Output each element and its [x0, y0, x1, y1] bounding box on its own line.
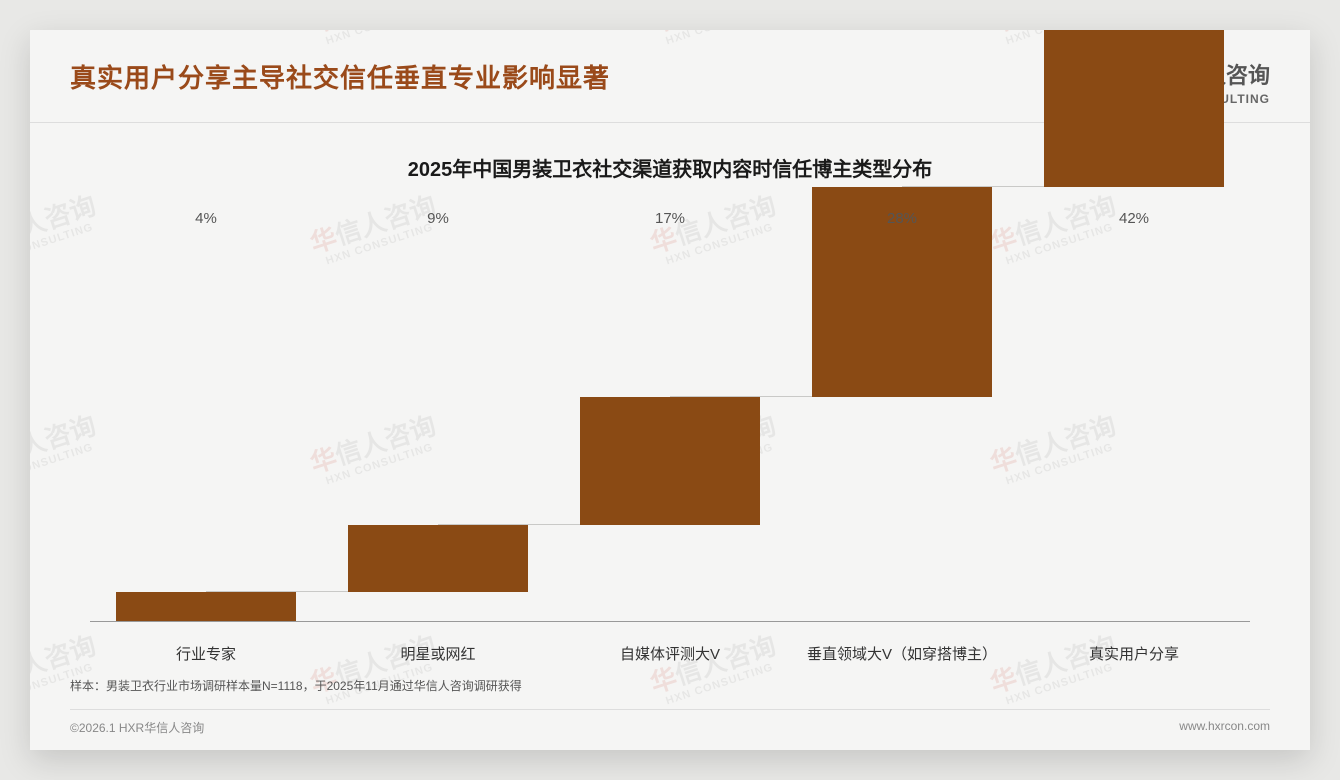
- chart-baseline: [90, 621, 1250, 622]
- copyright-text: ©2026.1 HXR华信人咨询: [70, 719, 204, 736]
- bar-column-1: 9% 明星或网红: [322, 222, 554, 622]
- website-link[interactable]: www.hxrcon.com: [1179, 719, 1270, 736]
- category-label-3: 垂直领域大V（如穿搭博主）: [807, 643, 997, 664]
- category-label-1: 明星或网红: [400, 643, 475, 664]
- page-title: 真实用户分享主导社交信任垂直专业影响显著: [70, 58, 610, 95]
- bar-wrap-0: 4% 行业专家: [116, 262, 296, 622]
- waterfall-chart: 4%行业专家 9%明星或网红 17%自媒体评测大V 28%垂直领域大V（如穿搭博主） 4…: [90, 222, 1250, 622]
- bar-wrap-2: 17% 自媒体评测大V: [580, 262, 760, 622]
- chart-container: 2025年中国男装卫衣社交渠道获取内容时信任博主类型分布 4% 行业专家 9% 明星或…: [30, 123, 1310, 622]
- bar-column-4: 42% 真实用户分享: [1018, 222, 1250, 622]
- waterfall-bar-真实用户分享[interactable]: [1044, 30, 1224, 187]
- bar-value-label-2: 17%: [655, 210, 685, 371]
- waterfall-bar-行业专家[interactable]: [116, 592, 296, 622]
- bar-column-0: 4% 行业专家: [90, 222, 322, 622]
- bar-wrap-1: 9% 明星或网红: [348, 262, 528, 622]
- footer-divider: [70, 709, 1270, 710]
- footer-bottom-row: ©2026.1 HXR华信人咨询 www.hxrcon.com: [70, 719, 1270, 736]
- bar-wrap-3: 28%垂直领域大V（如穿搭博主）: [812, 262, 992, 622]
- waterfall-bar-明星或网红[interactable]: [348, 525, 528, 593]
- bar-wrap-4: 42% 真实用户分享: [1044, 262, 1224, 622]
- bar-column-2: 17% 自媒体评测大V: [554, 222, 786, 622]
- category-label-4: 真实用户分享: [1089, 643, 1179, 664]
- bar-column-3: 28%垂直领域大V（如穿搭博主）: [786, 222, 1018, 622]
- waterfall-bar-自媒体评测大V[interactable]: [580, 397, 760, 525]
- category-label-2: 自媒体评测大V: [620, 643, 720, 664]
- bar-value-label-1: 9%: [427, 210, 449, 499]
- footer-note: 样本：男装卫衣行业市场调研样本量N=1118，于2025年11月通过华信人咨询调…: [70, 677, 522, 694]
- category-label-0: 行业专家: [176, 643, 236, 664]
- bar-value-label-0: 4%: [195, 210, 217, 566]
